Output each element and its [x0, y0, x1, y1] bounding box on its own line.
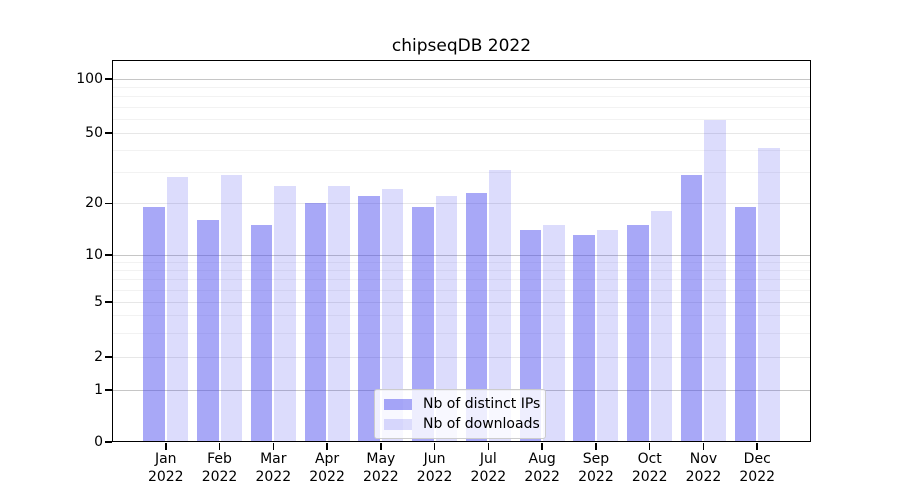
legend-label-downloads: Nb of downloads — [423, 416, 540, 432]
x-tick-label: Jan 2022 — [147, 451, 184, 485]
x-tick-label: Aug 2022 — [524, 451, 560, 485]
bar-distinct-ips-jul — [465, 192, 488, 442]
legend-label-distinct-ips: Nb of distinct IPs — [423, 396, 541, 412]
x-tick-mark — [648, 443, 651, 450]
minor-gridline — [112, 106, 811, 108]
x-tick-mark — [595, 443, 597, 450]
legend-item-distinct-ips: Nb of distinct IPs — [384, 396, 540, 412]
minor-gridline — [112, 96, 811, 98]
x-tick-mark — [702, 443, 705, 450]
x-tick-label: Nov 2022 — [685, 451, 722, 485]
bar-downloads-feb — [220, 174, 243, 442]
minor-gridline — [112, 332, 811, 334]
bar-downloads-jul — [489, 169, 511, 442]
y-tick-mark — [105, 202, 112, 205]
minor-gridline — [112, 262, 811, 264]
plot-area — [112, 60, 811, 442]
bar-distinct-ips-dec — [734, 207, 757, 442]
y-tick-mark — [105, 301, 112, 303]
bar-downloads-jun — [435, 195, 458, 442]
x-tick-label: Feb 2022 — [201, 451, 238, 485]
minor-gridline — [112, 172, 811, 174]
y-tick-mark — [105, 132, 112, 134]
bar-downloads-dec — [758, 148, 780, 442]
bar-downloads-jan — [166, 177, 189, 442]
x-tick-label: Sep 2022 — [578, 451, 614, 485]
y-tick-label: 0 — [94, 434, 103, 450]
x-tick-mark — [541, 443, 543, 450]
y-tick-mark — [105, 78, 112, 80]
minor-gridline — [112, 118, 811, 120]
bar-downloads-apr — [328, 186, 350, 442]
x-tick-label: Dec 2022 — [739, 451, 776, 485]
x-tick-mark — [756, 443, 758, 450]
bar-downloads-nov — [704, 120, 726, 442]
bar-downloads-aug — [543, 224, 565, 442]
y-tick-label: 1 — [94, 382, 103, 398]
legend-swatch-downloads — [384, 418, 412, 430]
x-tick-mark — [218, 443, 221, 450]
x-tick-mark — [272, 443, 275, 450]
x-tick-label: Jun 2022 — [416, 451, 453, 485]
x-tick-label: Mar 2022 — [255, 451, 292, 485]
bar-distinct-ips-oct — [627, 224, 649, 442]
chart-title: chipseqDB 2022 — [391, 36, 532, 56]
x-tick-mark — [433, 443, 436, 450]
bar-downloads-sep — [596, 229, 619, 442]
x-tick-mark — [380, 443, 382, 450]
x-tick-label: May 2022 — [363, 451, 399, 485]
minor-gridline — [112, 279, 811, 281]
y-tick-label: 100 — [76, 71, 103, 87]
bar-distinct-ips-sep — [573, 235, 595, 442]
y-tick-label: 5 — [94, 294, 103, 310]
minor-gridline — [112, 87, 811, 89]
bar-downloads-mar — [274, 186, 296, 442]
y-tick-mark — [105, 441, 112, 443]
legend: Nb of distinct IPs Nb of downloads — [374, 389, 546, 439]
labeled-gridline — [112, 133, 811, 134]
minor-gridline — [112, 150, 811, 152]
bar-downloads-may — [381, 189, 404, 442]
x-tick-mark — [487, 443, 490, 450]
y-tick-mark — [105, 389, 112, 391]
x-tick-label: Jul 2022 — [470, 451, 507, 485]
bar-distinct-ips-aug — [519, 229, 542, 442]
bar-distinct-ips-feb — [197, 219, 219, 442]
labeled-gridline — [112, 302, 811, 303]
y-tick-label: 20 — [85, 195, 103, 212]
y-tick-mark — [105, 356, 112, 358]
labeled-gridline — [112, 357, 811, 358]
major-gridline — [112, 255, 811, 256]
legend-item-downloads: Nb of downloads — [384, 416, 540, 432]
minor-gridline — [112, 315, 811, 317]
y-tick-label: 10 — [85, 247, 103, 263]
x-tick-mark — [326, 443, 328, 450]
major-gridline — [112, 79, 811, 80]
bar-distinct-ips-jan — [143, 207, 165, 442]
labeled-gridline — [112, 203, 811, 205]
bar-distinct-ips-apr — [304, 203, 327, 442]
minor-gridline — [112, 270, 811, 272]
bar-distinct-ips-jun — [412, 207, 434, 442]
x-tick-label: Apr 2022 — [309, 451, 345, 485]
y-tick-label: 50 — [85, 125, 103, 141]
x-tick-label: Oct 2022 — [631, 451, 668, 485]
bar-distinct-ips-may — [358, 195, 380, 442]
bar-distinct-ips-nov — [680, 174, 703, 442]
y-tick-label: 2 — [94, 349, 103, 365]
legend-swatch-distinct-ips — [384, 398, 412, 410]
y-tick-mark — [105, 254, 112, 256]
minor-gridline — [112, 289, 811, 291]
bar-distinct-ips-mar — [250, 224, 273, 442]
bar-downloads-oct — [650, 211, 673, 442]
x-tick-mark — [165, 443, 167, 450]
